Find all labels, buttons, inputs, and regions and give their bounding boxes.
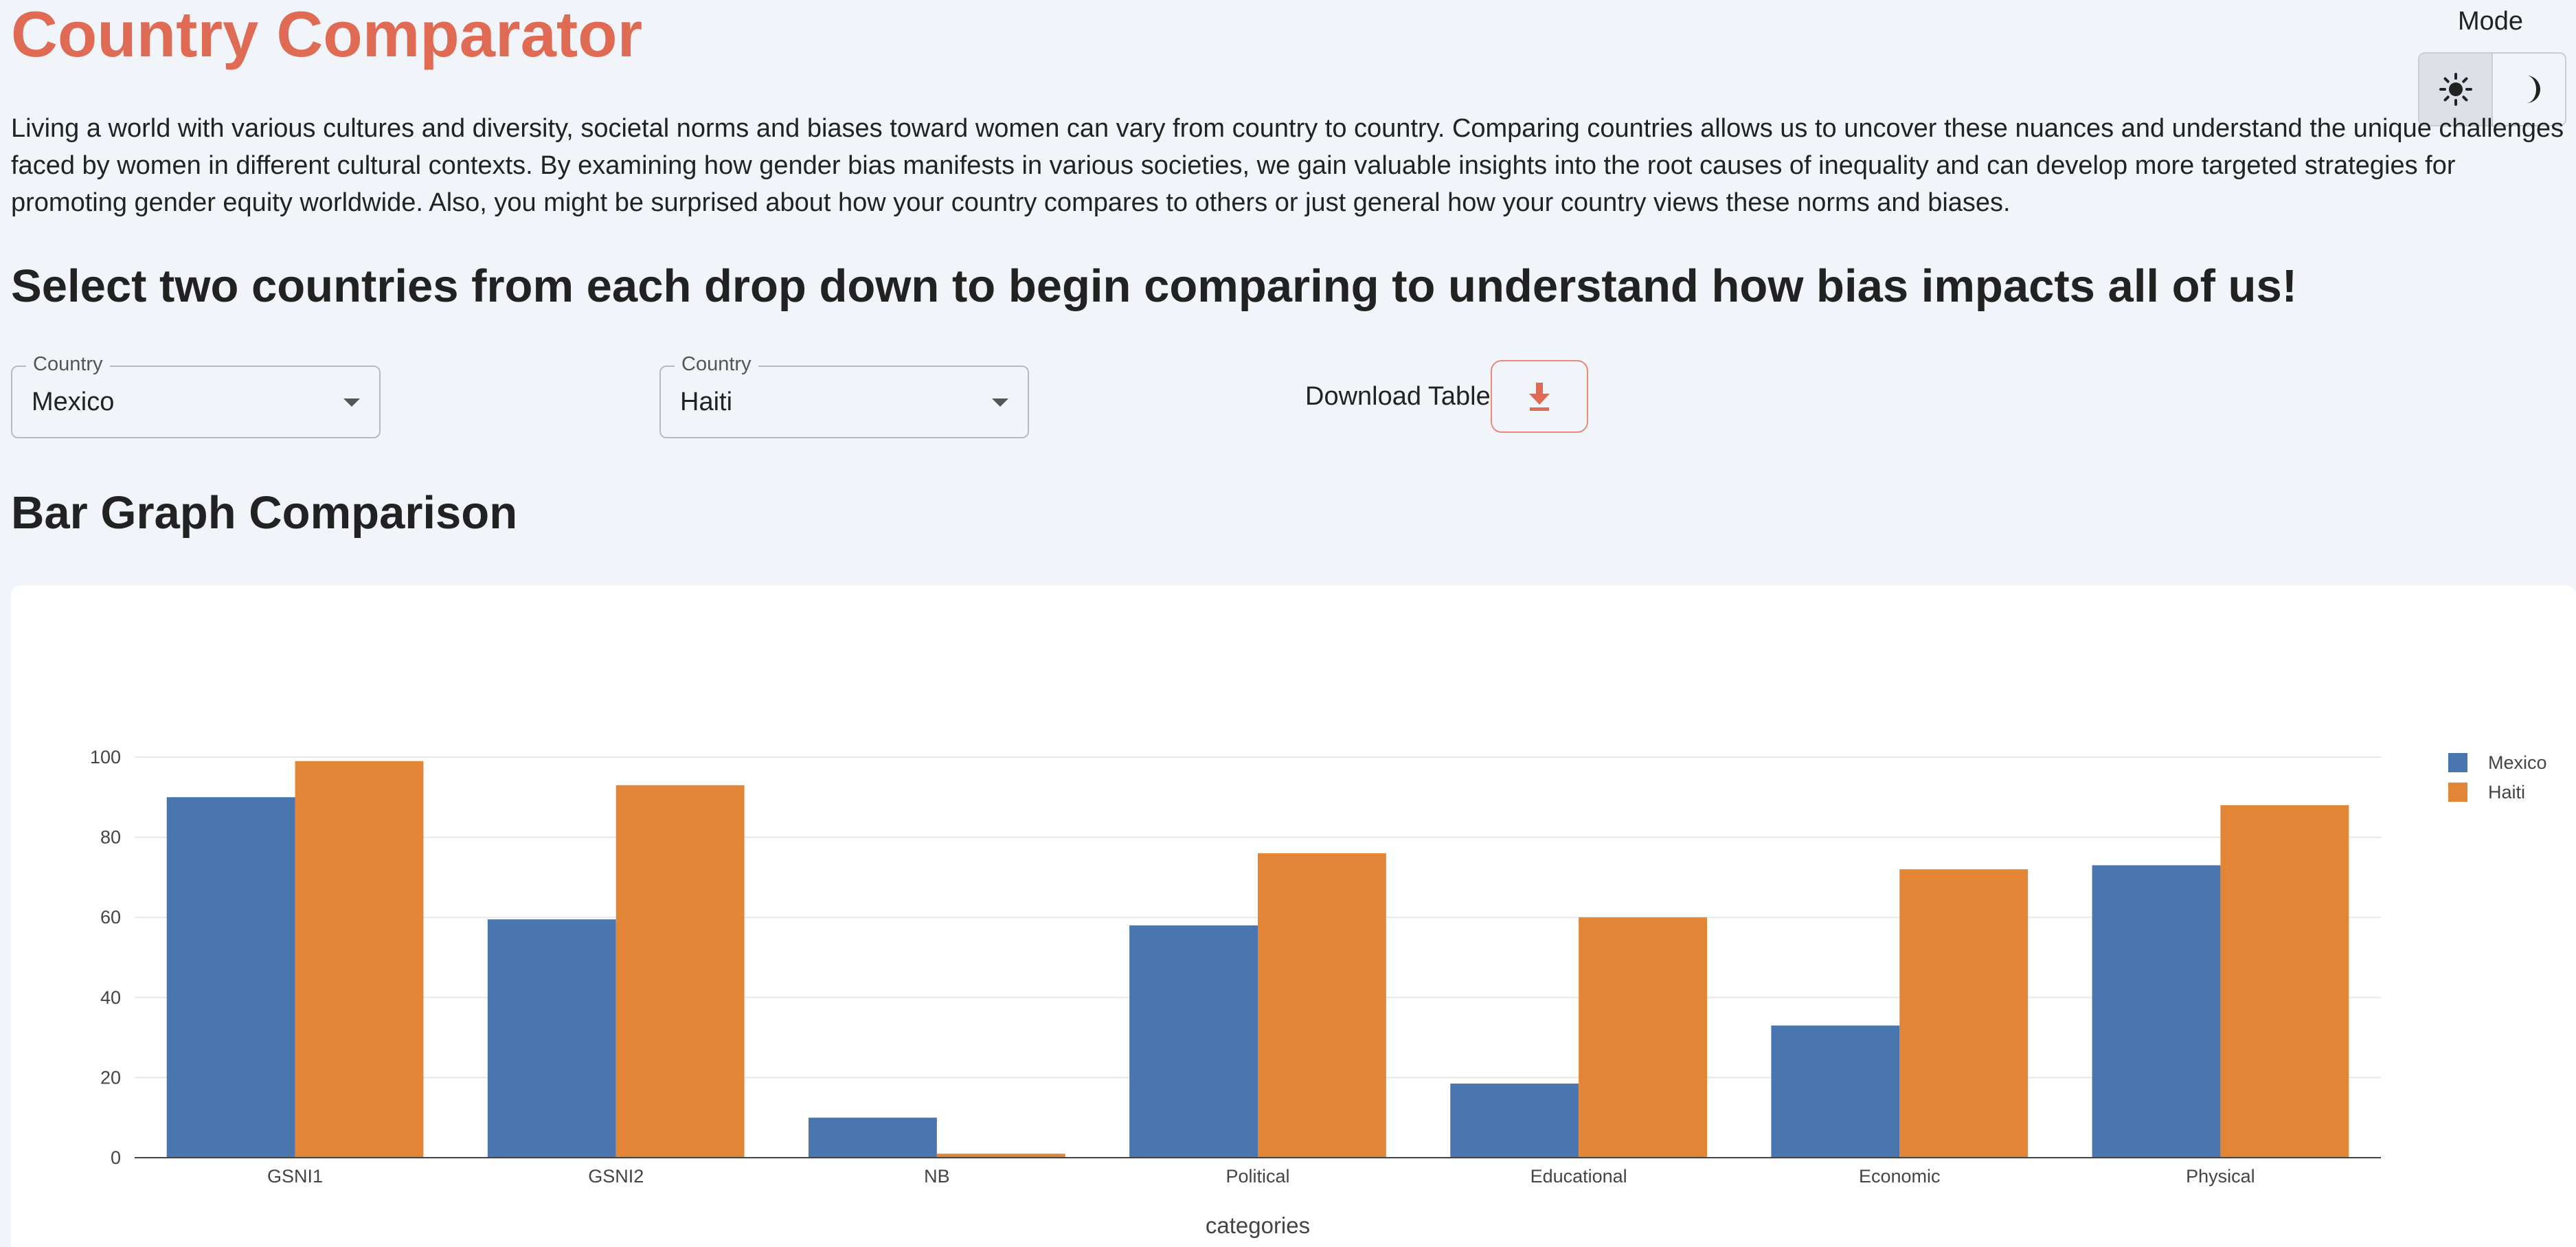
- legend-swatch: [2448, 753, 2467, 772]
- bar-mexico-gsni1: [166, 797, 295, 1158]
- legend-swatch: [2448, 783, 2467, 802]
- x-tick-label: GSNI2: [588, 1166, 644, 1187]
- y-tick-label: 0: [111, 1147, 121, 1168]
- country-select-1-value: Mexico: [32, 387, 115, 416]
- mode-toggle: [2418, 52, 2566, 126]
- country-select-1-label: Country: [26, 353, 110, 376]
- y-tick-label: 20: [100, 1067, 121, 1088]
- x-tick-label: Economic: [1859, 1166, 1941, 1187]
- bar-haiti-educational: [1579, 917, 1707, 1158]
- bar-mexico-economic: [1771, 1025, 1900, 1158]
- bar-chart-card: 0 20 40 60 80 100 GSNI1 GSNI2 NB Political Educati…: [11, 585, 2576, 1247]
- x-tick-label: Political: [1225, 1166, 1289, 1187]
- x-tick-label: GSNI1: [267, 1166, 323, 1187]
- instructions-heading: Select two countries from each drop down…: [11, 260, 2298, 312]
- bar-haiti-nb: [936, 1154, 1065, 1158]
- x-tick-label: NB: [924, 1166, 950, 1187]
- y-tick-label: 80: [100, 827, 121, 848]
- mode-label: Mode: [2458, 7, 2524, 36]
- bar-haiti-gsni2: [615, 785, 745, 1158]
- section-title: Bar Graph Comparison: [11, 487, 518, 539]
- bar-mexico-gsni2: [487, 919, 616, 1158]
- app-title: Country Comparator: [11, 0, 643, 70]
- bar-mexico-physical: [2092, 865, 2221, 1158]
- bar-chart: 0 20 40 60 80 100 GSNI1 GSNI2 NB Political Educati…: [90, 747, 2547, 1238]
- sun-icon: [2439, 73, 2472, 106]
- dark-mode-button[interactable]: [2492, 54, 2565, 125]
- y-tick-label: 100: [90, 747, 121, 767]
- bar-mexico-educational: [1450, 1083, 1579, 1158]
- y-tick-label: 40: [100, 987, 121, 1008]
- download-table-button[interactable]: [1491, 360, 1588, 433]
- y-tick-label: 60: [100, 907, 121, 928]
- country-select-2-label: Country: [675, 353, 758, 376]
- country-select-2-value: Haiti: [680, 387, 733, 416]
- country-select-2[interactable]: Country Haiti: [659, 353, 1029, 438]
- x-tick-label: Physical: [2186, 1166, 2255, 1187]
- country-select-1[interactable]: Country Mexico: [11, 353, 381, 438]
- bar-mexico-nb: [809, 1117, 937, 1158]
- x-tick-label: Educational: [1530, 1166, 1627, 1187]
- legend-item-mexico: Mexico: [2488, 752, 2547, 773]
- chevron-down-icon: [343, 398, 360, 407]
- bar-haiti-economic: [1899, 869, 2029, 1158]
- x-axis-title: categories: [1206, 1213, 1310, 1238]
- bar-haiti-gsni1: [295, 761, 424, 1158]
- download-label: Download Table:: [1305, 382, 1498, 411]
- bar-mexico-political: [1129, 925, 1258, 1158]
- intro-text: Living a world with various cultures and…: [11, 114, 2564, 217]
- chevron-down-icon: [992, 398, 1008, 407]
- moon-icon: [2526, 76, 2540, 103]
- bar-haiti-political: [1258, 853, 1386, 1158]
- legend-item-haiti: Haiti: [2488, 782, 2525, 802]
- light-mode-button[interactable]: [2419, 54, 2492, 125]
- bar-haiti-physical: [2220, 805, 2349, 1158]
- download-icon: [1529, 383, 1550, 411]
